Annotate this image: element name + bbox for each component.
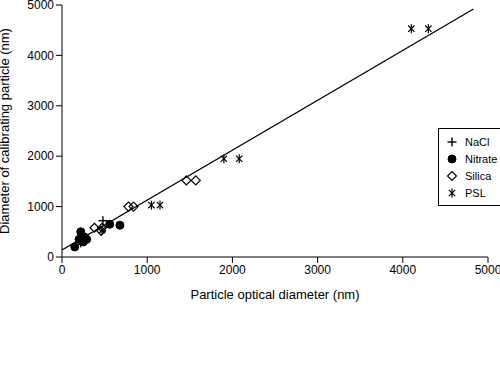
- html-text:Nitrate: Nitrate: [465, 152, 498, 165]
- svg-text:4000: 4000: [27, 49, 54, 63]
- svg-text:3000: 3000: [27, 99, 54, 113]
- svg-text:0: 0: [47, 250, 54, 264]
- svg-text:5000: 5000: [475, 263, 492, 277]
- html-text:NaCl: NaCl: [465, 135, 490, 148]
- svg-text:Particle optical diameter (nm): Particle optical diameter (nm): [190, 287, 359, 302]
- svg-text:Diameter of calibrating partic: Diameter of calibrating particle (nm): [8, 28, 12, 234]
- svg-text:2000: 2000: [219, 263, 246, 277]
- svg-text:5000: 5000: [27, 0, 54, 12]
- svg-text:1000: 1000: [27, 200, 54, 214]
- svg-text:4000: 4000: [389, 263, 416, 277]
- html-text:Silica: Silica: [465, 169, 492, 182]
- html-text:PSL: PSL: [465, 186, 486, 199]
- svg-text:1000: 1000: [134, 263, 161, 277]
- svg-text:3000: 3000: [304, 263, 331, 277]
- svg-text:2000: 2000: [27, 149, 54, 163]
- svg-text:0: 0: [59, 263, 66, 277]
